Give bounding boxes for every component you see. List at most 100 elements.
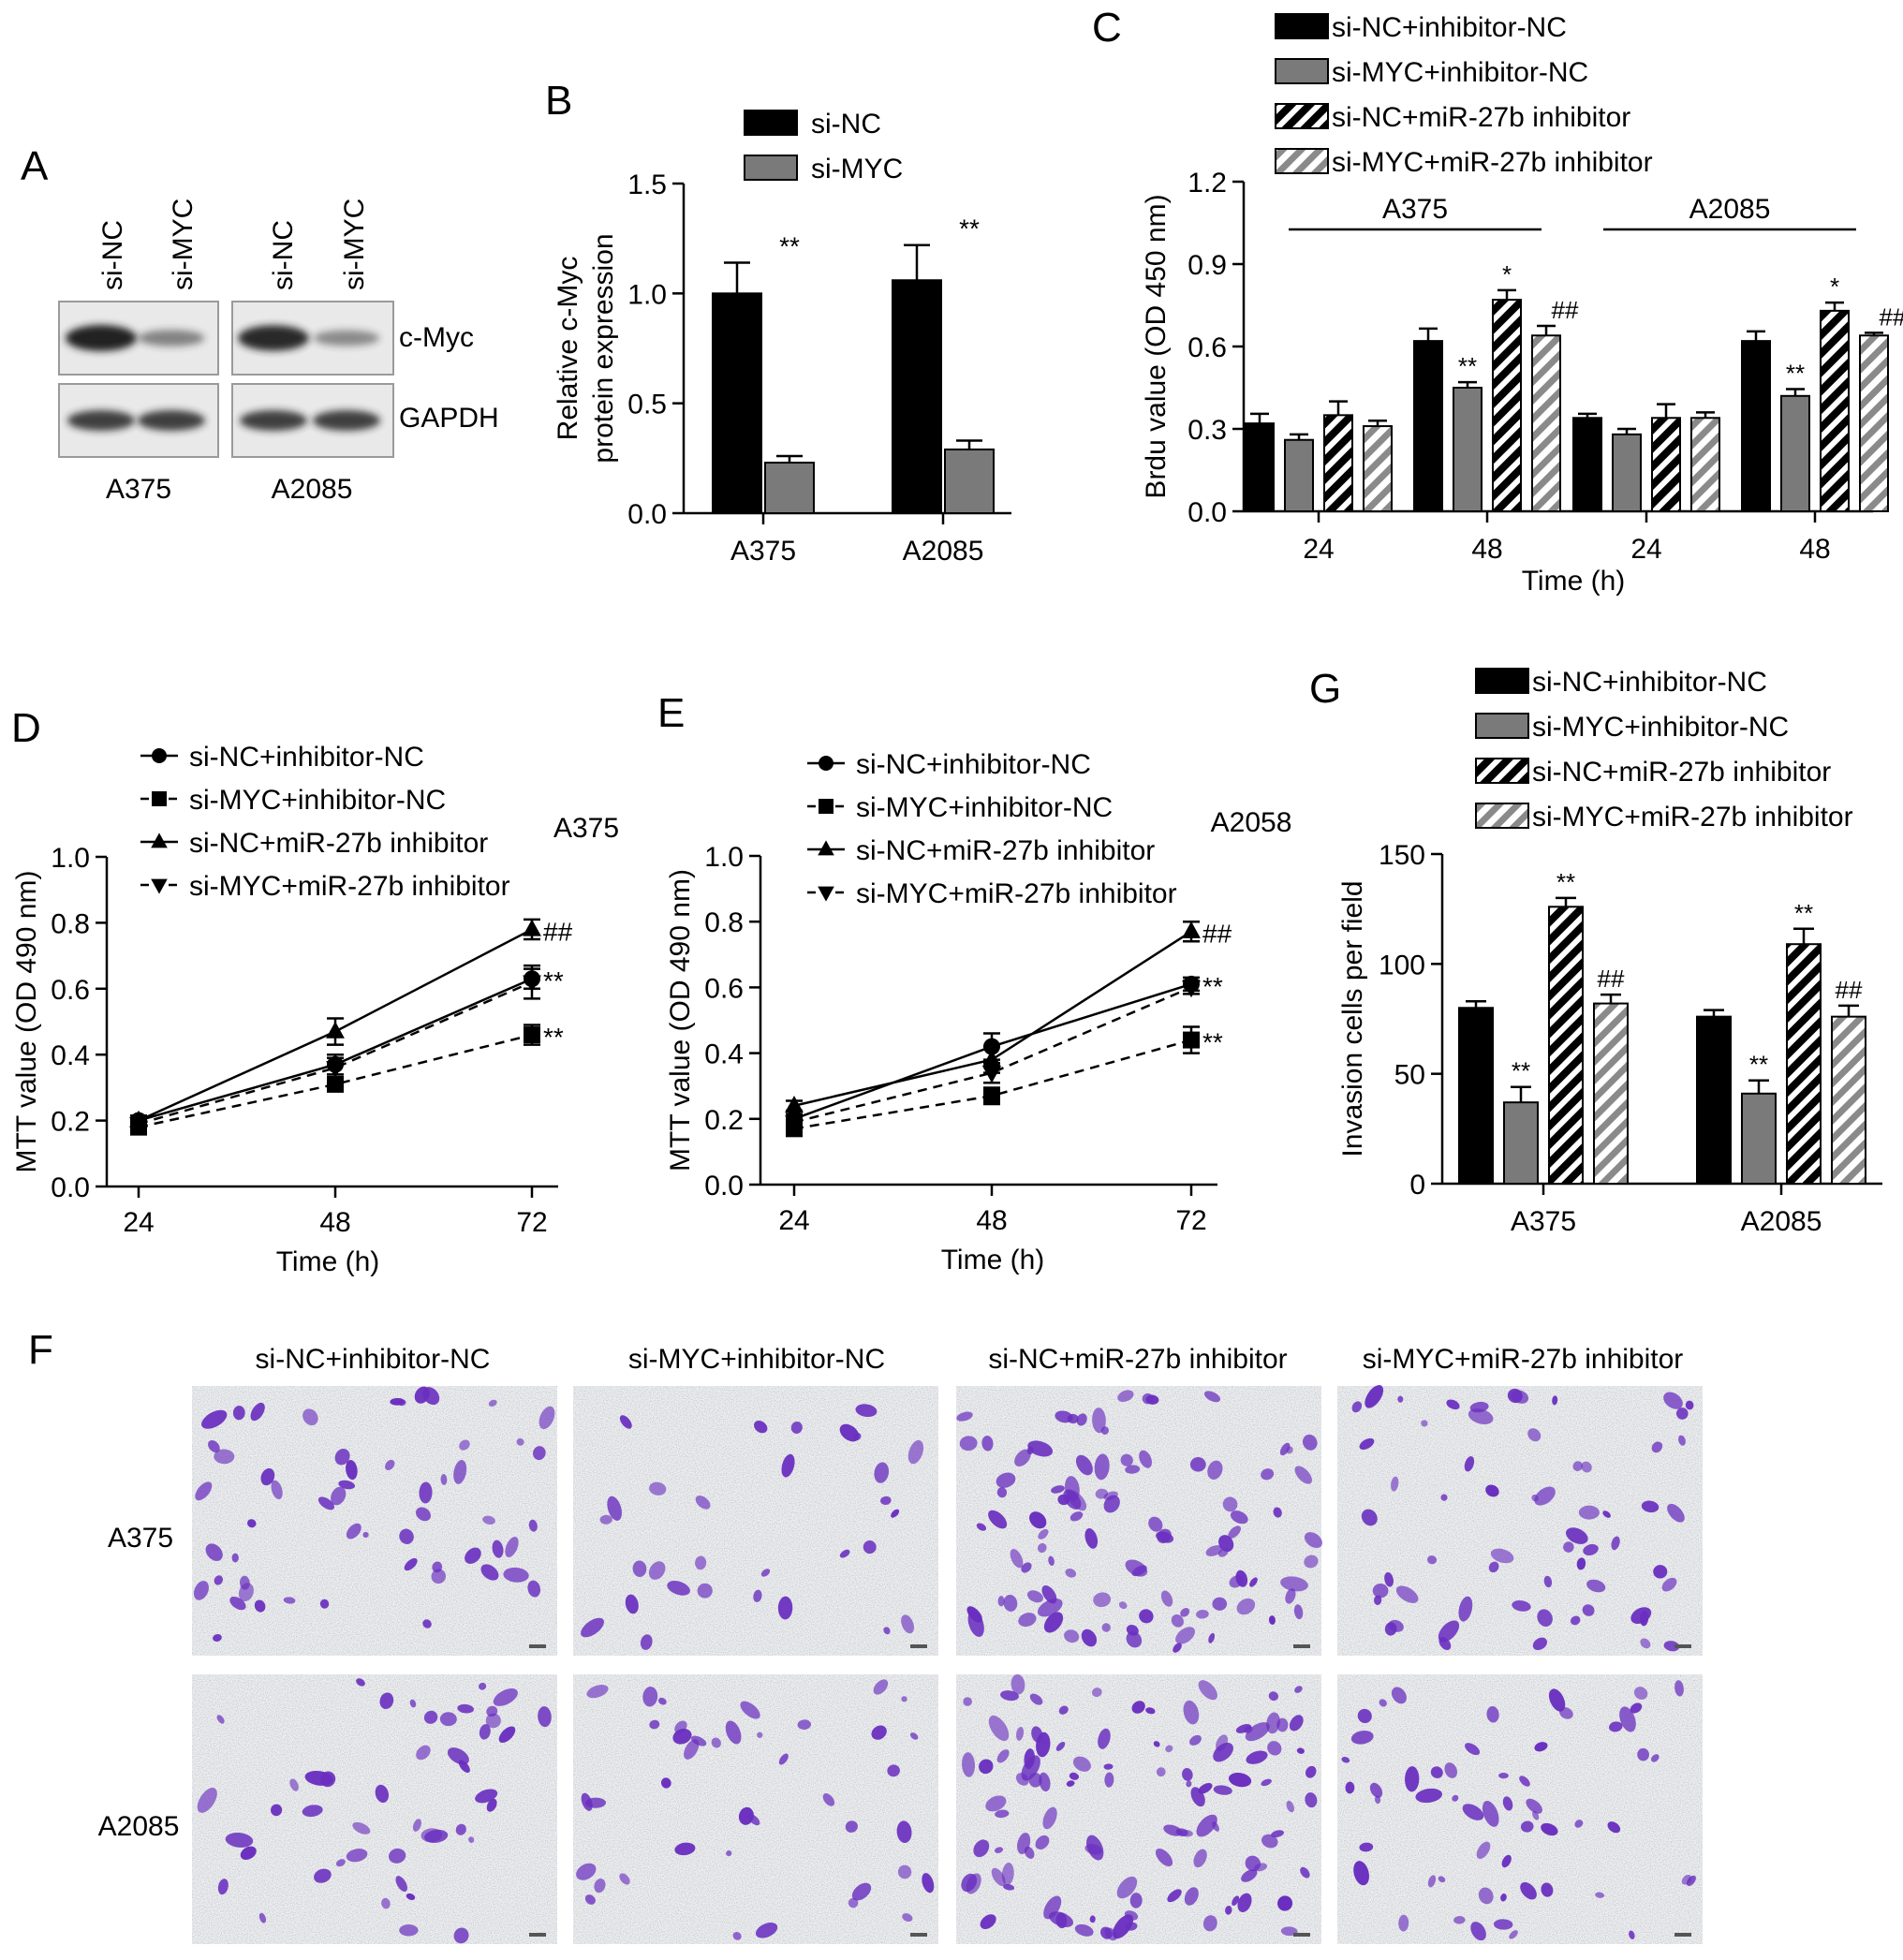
stained-cell	[1663, 1392, 1683, 1409]
significance-mark: **	[1458, 352, 1477, 380]
stained-cell	[516, 1437, 524, 1446]
stained-cell	[1444, 1762, 1458, 1778]
data-point	[152, 748, 167, 763]
stained-cell	[649, 1481, 667, 1496]
stained-cell	[1228, 1772, 1252, 1788]
stained-cell	[1186, 1780, 1192, 1788]
stained-cell	[1611, 1536, 1620, 1551]
blot-row-label-cmyc: c-Myc	[399, 322, 474, 353]
stained-cell	[1633, 1687, 1648, 1700]
stained-cell	[1216, 1734, 1229, 1752]
stained-cell	[1537, 1609, 1553, 1627]
stained-cell	[1043, 1895, 1062, 1920]
y-tick-label: 0.0	[1188, 497, 1227, 528]
stained-cell	[1043, 1612, 1064, 1633]
legend-label: si-NC+miR-27b inhibitor	[1532, 757, 1831, 788]
stained-cell	[1028, 1772, 1042, 1788]
micrograph-texture	[1337, 1674, 1703, 1944]
stained-cell	[1453, 1916, 1466, 1924]
stained-cell	[1171, 1614, 1184, 1628]
y-tick-label: 0.0	[51, 1172, 90, 1203]
x-tick-label: 24	[1303, 534, 1334, 565]
significance-mark: **	[1794, 899, 1813, 927]
stained-cell	[1285, 1588, 1296, 1604]
stained-cell	[1208, 1632, 1216, 1643]
panel-letter-c: C	[1092, 5, 1122, 51]
stained-cell	[1125, 1465, 1141, 1474]
bar	[1548, 906, 1584, 1185]
lane-label: si-MYC	[339, 199, 370, 290]
y-tick-label: 50	[1394, 1060, 1425, 1091]
stained-cell	[1066, 1780, 1075, 1787]
stained-cell	[205, 1543, 223, 1561]
stained-cell	[1667, 1503, 1685, 1523]
stained-cell	[505, 1537, 519, 1557]
stained-cell	[216, 1715, 225, 1724]
stained-cell	[1173, 1643, 1182, 1653]
x-tick-label: A375	[730, 536, 796, 567]
stained-cell	[1018, 1613, 1037, 1628]
stained-cell	[747, 1814, 760, 1826]
stained-cell	[594, 1879, 606, 1894]
stained-cell	[1094, 1453, 1110, 1481]
stained-cell	[648, 1561, 666, 1580]
y-tick-label: 1.0	[627, 279, 667, 310]
stained-cell	[1069, 1772, 1079, 1780]
stained-cell	[1261, 1468, 1275, 1481]
stained-cell	[486, 1798, 497, 1812]
significance-mark: ##	[1202, 920, 1232, 949]
bar	[1363, 425, 1393, 513]
stained-cell	[1541, 1822, 1558, 1836]
significance-mark: **	[1202, 972, 1223, 1001]
stained-cell	[1468, 1408, 1494, 1424]
stained-cell	[1139, 1609, 1154, 1624]
stained-cell	[1595, 1892, 1605, 1898]
stained-cell	[1212, 1597, 1228, 1611]
bar	[1458, 1007, 1494, 1186]
stained-cell	[1261, 1834, 1278, 1849]
legend-label: si-NC+miR-27b inhibitor	[1332, 102, 1630, 133]
x-axis-label: Time (h)	[1522, 566, 1626, 597]
significance-mark: **	[1749, 1051, 1768, 1079]
bar	[892, 279, 942, 514]
stained-cell	[1099, 1926, 1113, 1939]
stained-cell	[871, 1725, 887, 1740]
stained-cell	[1003, 1883, 1015, 1891]
stained-cell	[225, 1833, 254, 1848]
stained-cell	[1415, 1788, 1443, 1804]
stained-cell	[1388, 1619, 1404, 1632]
stained-cell	[760, 1569, 771, 1577]
panel-letter-g: G	[1309, 666, 1341, 712]
bar	[1531, 334, 1561, 512]
stained-cell	[1572, 1461, 1584, 1471]
scale-bar	[1674, 1644, 1691, 1648]
micrograph-column-label: si-MYC+inhibitor-NC	[628, 1344, 885, 1375]
stained-cell	[1048, 1555, 1055, 1567]
stained-cell	[753, 1589, 762, 1602]
scale-bar	[910, 1933, 927, 1937]
stained-cell	[1543, 1575, 1553, 1588]
stained-cell	[213, 1633, 222, 1643]
data-point	[152, 791, 167, 806]
stained-cell	[1039, 1772, 1051, 1792]
stained-cell	[1139, 1450, 1152, 1468]
stained-cell	[1165, 1745, 1173, 1753]
stained-cell	[1552, 1395, 1558, 1406]
stained-cell	[1015, 1773, 1029, 1786]
stained-cell	[1395, 1585, 1419, 1603]
stained-cell	[1070, 1511, 1084, 1522]
stained-cell	[419, 1481, 433, 1504]
stained-cell	[822, 1793, 835, 1806]
y-axis-label: Brdu value (OD 450 nm)	[1141, 194, 1172, 498]
stained-cell	[897, 1864, 912, 1879]
stained-cell	[334, 1449, 350, 1466]
stained-cell	[217, 1879, 229, 1895]
stained-cell	[1570, 1615, 1581, 1626]
stained-cell	[1674, 1680, 1684, 1697]
y-axis-label: Invasion cells per field	[1337, 880, 1368, 1157]
stained-cell	[980, 1914, 996, 1929]
data-point	[983, 1087, 1000, 1105]
bar	[1741, 1092, 1777, 1185]
y-axis-label: Relative c-Myc	[553, 257, 583, 441]
micrograph-texture	[192, 1386, 557, 1656]
